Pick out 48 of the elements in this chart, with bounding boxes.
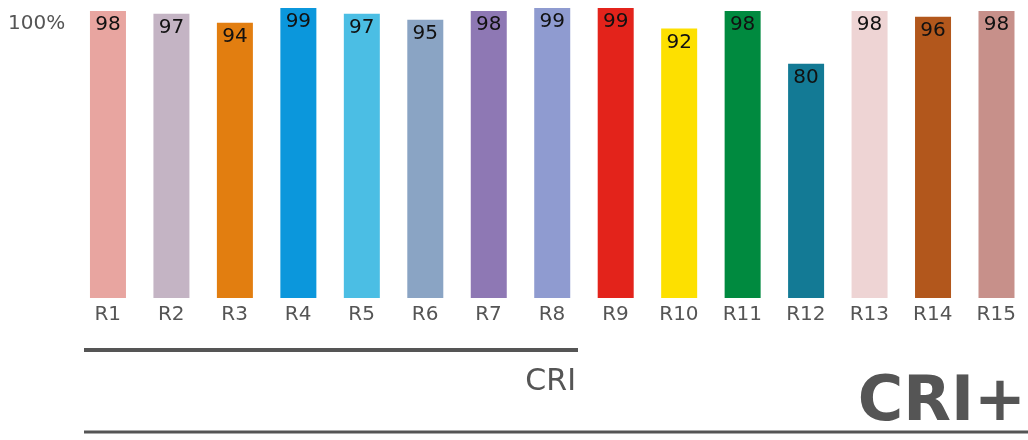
text: CRI	[525, 362, 576, 397]
x-tick-label: R2	[157, 301, 185, 326]
bar	[978, 10, 1015, 298]
data-label: 80	[793, 63, 819, 88]
bar	[89, 10, 126, 298]
bar	[851, 10, 888, 298]
data-label: 96	[920, 16, 946, 41]
x-tick-label: R4	[284, 301, 312, 326]
x-tick-label: R1	[94, 301, 122, 326]
bar	[724, 10, 761, 298]
data-label: 97	[158, 14, 185, 39]
x-tick-label: R3	[221, 301, 248, 326]
data-label: 99	[602, 8, 629, 33]
x-tick-label: R15	[976, 301, 1016, 326]
data-label: 94	[222, 22, 248, 47]
bar	[153, 13, 190, 298]
data-label: 98	[729, 11, 756, 36]
bar	[407, 19, 444, 298]
bar	[343, 13, 380, 298]
x-tick-label: R8	[538, 301, 566, 326]
bar	[470, 10, 507, 298]
x-tick-label: R10	[659, 301, 699, 326]
bar	[597, 8, 634, 298]
data-label: 98	[983, 11, 1010, 36]
x-tick-label: R11	[722, 301, 763, 326]
data-label: 97	[349, 14, 375, 39]
data-label: 98	[476, 11, 502, 36]
data-label: 92	[666, 28, 692, 53]
data-label: 98	[856, 11, 883, 36]
x-tick-label: R5	[348, 301, 375, 326]
bar	[661, 28, 698, 298]
x-tick-label: R12	[786, 301, 826, 326]
data-label: 98	[95, 11, 121, 36]
text: CRI+	[857, 362, 1026, 435]
x-tick-label: R6	[411, 301, 439, 326]
x-tick-label: R7	[475, 301, 502, 326]
data-label: 95	[412, 19, 439, 44]
bar	[534, 8, 571, 298]
bar	[915, 16, 952, 298]
bar	[788, 63, 825, 298]
x-tick-label: R13	[849, 301, 890, 326]
text: 100%	[8, 10, 66, 34]
x-tick-label: R14	[913, 301, 953, 326]
bar	[280, 8, 317, 298]
x-tick-label: R9	[602, 301, 629, 326]
data-label: 99	[539, 8, 565, 33]
bar	[216, 22, 253, 298]
data-label: 99	[285, 8, 312, 33]
